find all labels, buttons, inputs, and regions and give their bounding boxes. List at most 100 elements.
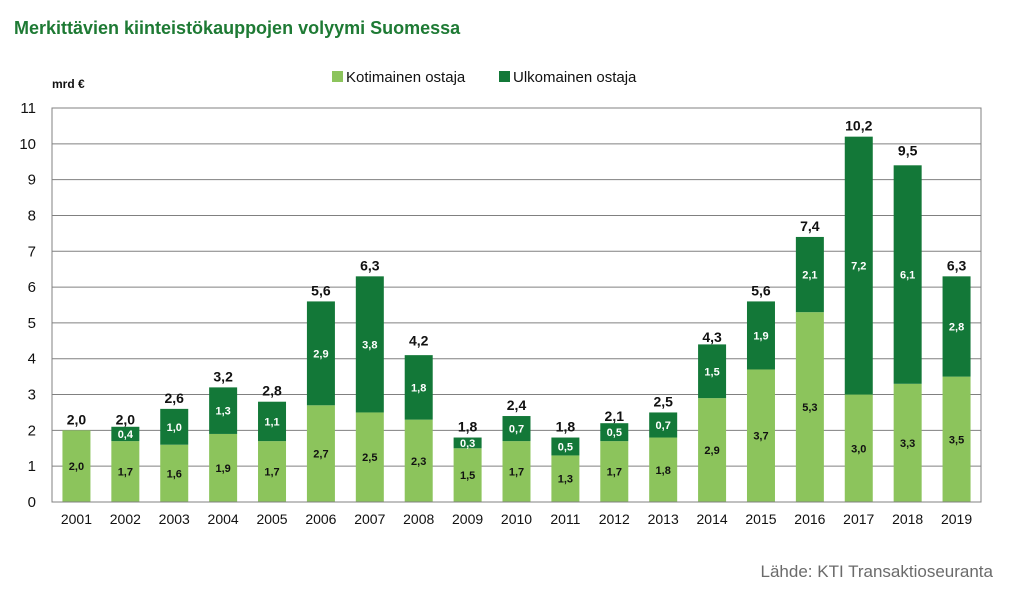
x-tick-label: 2019 <box>941 511 972 527</box>
bar-segment-kotimainen <box>502 441 531 502</box>
x-tick-label: 2007 <box>354 511 385 527</box>
x-tick-label: 2001 <box>61 511 92 527</box>
y-tick-label: 5 <box>28 315 36 332</box>
segment-value-label: 0,4 <box>118 429 134 441</box>
bar-total-label: 4,2 <box>409 333 429 349</box>
x-tick-label: 2013 <box>648 511 679 527</box>
y-tick-label: 2 <box>28 422 36 439</box>
bar-segment-kotimainen <box>746 369 775 502</box>
x-tick-label: 2017 <box>843 511 874 527</box>
x-tick-label: 2003 <box>159 511 190 527</box>
legend-swatch-kotimainen <box>332 71 343 82</box>
segment-value-label: 3,0 <box>851 443 866 455</box>
y-tick-label: 3 <box>28 387 36 404</box>
bar-segment-ulkomainen <box>893 165 922 384</box>
y-axis-ticks: 0 1 2 3 4 5 6 7 8 9 10 11 <box>19 100 36 511</box>
bar-segment-kotimainen <box>600 441 629 502</box>
bar-segment-ulkomainen <box>844 136 873 395</box>
bar-segment-kotimainen <box>209 433 238 502</box>
bar-total-label: 2,0 <box>116 411 136 427</box>
bar-segment-kotimainen <box>844 394 873 502</box>
bar-total-label: 6,3 <box>947 257 967 273</box>
bar-segment-kotimainen <box>795 312 824 502</box>
segment-value-label: 0,5 <box>558 441 573 453</box>
segment-value-label: 1,7 <box>264 467 279 479</box>
x-tick-label: 2014 <box>697 511 728 527</box>
x-tick-label: 2018 <box>892 511 923 527</box>
segment-value-label: 3,5 <box>949 434 964 446</box>
segment-value-label: 2,7 <box>313 449 328 461</box>
bar-segment-kotimainen <box>62 430 91 502</box>
bar-total-label: 5,6 <box>751 282 771 298</box>
x-tick-label: 2006 <box>305 511 336 527</box>
segment-value-label: 1,7 <box>607 467 622 479</box>
segment-value-label: 7,2 <box>851 261 866 273</box>
legend-label-kotimainen: Kotimainen ostaja <box>346 69 466 86</box>
segment-value-label: 2,9 <box>313 348 328 360</box>
y-tick-label: 7 <box>28 243 36 260</box>
y-tick-label: 10 <box>19 136 36 153</box>
segment-value-label: 0,5 <box>607 427 622 439</box>
y-tick-label: 11 <box>20 100 36 117</box>
bar-total-label: 3,2 <box>213 368 233 384</box>
segment-value-label: 2,9 <box>704 445 719 457</box>
bar-segment-ulkomainen <box>942 276 971 377</box>
segment-value-label: 1,8 <box>656 465 671 477</box>
segment-value-label: 1,9 <box>215 463 230 475</box>
segment-value-label: 1,5 <box>460 470 475 482</box>
x-tick-label: 2004 <box>208 511 239 527</box>
segment-value-label: 3,7 <box>753 431 768 443</box>
bar-segment-kotimainen <box>698 398 727 502</box>
segment-value-label: 1,5 <box>704 366 719 378</box>
x-tick-label: 2010 <box>501 511 532 527</box>
segment-value-label: 1,7 <box>509 467 524 479</box>
segment-value-label: 2,3 <box>411 456 426 468</box>
x-tick-label: 2016 <box>794 511 825 527</box>
segment-value-label: 1,6 <box>167 468 182 480</box>
bar-segment-kotimainen <box>355 412 384 502</box>
segment-value-label: 1,7 <box>118 467 133 479</box>
bar-total-label: 2,1 <box>605 408 625 424</box>
bar-total-label: 9,5 <box>898 143 918 159</box>
segment-value-label: 0,3 <box>460 438 475 450</box>
x-tick-label: 2002 <box>110 511 141 527</box>
bar-total-label: 2,8 <box>262 383 282 399</box>
segment-value-label: 6,1 <box>900 270 915 282</box>
bar-segment-ulkomainen <box>258 401 287 442</box>
bar-segment-ulkomainen <box>209 387 238 434</box>
bar-segment-ulkomainen <box>502 416 531 442</box>
segment-value-label: 1,1 <box>264 416 279 428</box>
legend-label-ulkomainen: Ulkomainen ostaja <box>513 69 637 86</box>
bars <box>62 136 971 502</box>
bar-segment-kotimainen <box>111 441 140 502</box>
y-tick-label: 9 <box>28 172 36 189</box>
bar-total-label: 7,4 <box>800 218 820 234</box>
legend: Kotimainen ostaja Ulkomainen ostaja <box>332 69 637 86</box>
bar-total-label: 4,3 <box>702 329 722 345</box>
bar-segment-kotimainen <box>258 441 287 502</box>
bar-segment-kotimainen <box>893 383 922 502</box>
x-tick-label: 2005 <box>256 511 287 527</box>
bar-segment-ulkomainen <box>306 301 335 406</box>
segment-value-label: 1,3 <box>215 406 230 418</box>
bar-segment-kotimainen <box>649 437 678 502</box>
bar-segment-ulkomainen <box>698 344 727 399</box>
segment-value-label: 3,8 <box>362 339 377 351</box>
bar-segment-ulkomainen <box>160 408 189 445</box>
bar-total-label: 2,5 <box>653 393 673 409</box>
y-tick-label: 4 <box>28 351 36 368</box>
x-tick-label: 2011 <box>550 511 580 527</box>
segment-value-label: 0,7 <box>656 420 671 432</box>
bar-segment-ulkomainen <box>111 426 140 442</box>
bar-segment-kotimainen <box>551 455 580 502</box>
bar-segment-kotimainen <box>306 405 335 502</box>
bar-total-label: 1,8 <box>556 419 576 435</box>
y-axis-unit-label: mrd € <box>52 77 85 91</box>
legend-swatch-ulkomainen <box>499 71 510 82</box>
bar-segment-kotimainen <box>160 444 189 502</box>
segment-value-label: 2,1 <box>802 270 817 282</box>
y-tick-label: 1 <box>28 458 36 475</box>
bar-total-label: 1,8 <box>458 419 478 435</box>
bar-segment-ulkomainen <box>453 437 482 449</box>
